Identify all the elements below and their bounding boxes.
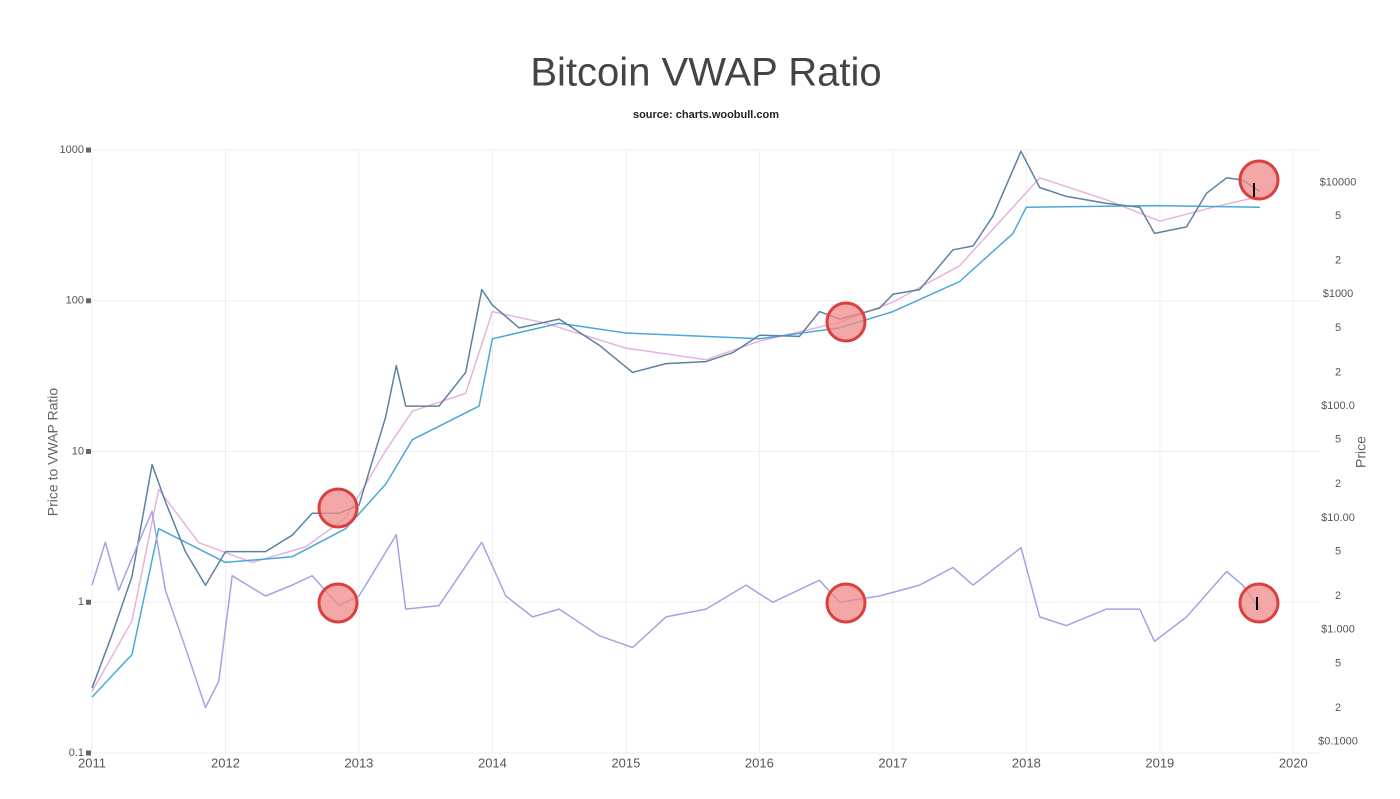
y2-tick-label: 5: [1335, 545, 1341, 557]
y2-tick-label: 5: [1335, 434, 1341, 446]
x-tick-label: 2016: [745, 755, 774, 770]
y-tick-mark: [86, 449, 91, 454]
y-tick-label: 1000: [60, 144, 84, 156]
y-tick-mark: [86, 750, 91, 756]
series-line: [91, 204, 1260, 698]
y-axis-label: Price to VWAP Ratio: [45, 388, 61, 517]
y2-tick-label: 5: [1335, 322, 1341, 334]
y2-tick-label: 2: [1335, 702, 1341, 714]
y-tick-mark: [86, 147, 91, 153]
y2-tick-label: 2: [1335, 366, 1341, 378]
x-tick-label: 2019: [1145, 755, 1174, 770]
x-tick-label: 2020: [1279, 755, 1308, 770]
x-tick-label: 2012: [211, 755, 240, 770]
x-tick-label: 2015: [611, 755, 640, 770]
y2-tick-label: $1.000: [1321, 624, 1355, 636]
x-tick-label: 2013: [344, 755, 373, 770]
highlight-circle: [1238, 159, 1280, 201]
chart-title: Bitcoin VWAP Ratio: [530, 51, 881, 95]
x-tick-label: 2011: [78, 755, 106, 770]
highlight-circle: [317, 487, 359, 529]
y2-tick-label: 5: [1335, 210, 1341, 222]
y2-axis-label: Price: [1353, 436, 1369, 468]
y2-tick-label: 5: [1335, 657, 1341, 669]
y2-tick-label: $100.0: [1321, 400, 1355, 412]
y-tick-label: 0.1: [69, 747, 84, 759]
highlight-circle: [1238, 582, 1280, 624]
series-line: [91, 510, 1261, 709]
y2-tick-label: $1000: [1323, 288, 1354, 300]
y2-tick-label: 2: [1335, 255, 1341, 267]
x-tick-label: 2018: [1012, 755, 1041, 770]
y2-tick-label: 2: [1335, 478, 1341, 490]
y-tick-label: 10: [72, 445, 84, 457]
y-tick-label: 100: [66, 295, 84, 307]
highlight-circle: [317, 582, 359, 624]
series-line: [91, 150, 1261, 689]
x-tick-label: 2017: [878, 755, 907, 770]
y2-tick-label: 2: [1335, 590, 1341, 602]
chart-subtitle: source: charts.woobull.com: [633, 109, 779, 121]
plot-lines: [91, 150, 1261, 709]
y2-tick-label: $10.00: [1321, 512, 1355, 524]
x-tick-label: 2014: [478, 755, 507, 770]
grid: [91, 149, 1320, 754]
highlight-circle: [825, 582, 867, 624]
y-tick-label: 1: [78, 596, 84, 608]
y2-tick-label: $10000: [1320, 176, 1357, 188]
y2-tick-label: $0.1000: [1318, 735, 1358, 747]
highlight-circle: [825, 301, 867, 343]
y-tick-mark: [86, 298, 91, 304]
highlights: [317, 159, 1280, 624]
y-tick-mark: [86, 599, 91, 605]
